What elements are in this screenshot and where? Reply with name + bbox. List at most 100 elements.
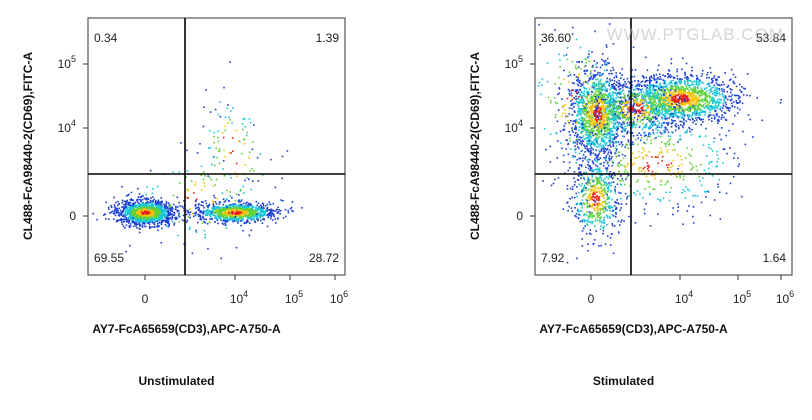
event-dot bbox=[701, 98, 704, 101]
event-dot bbox=[593, 109, 595, 112]
event-dot bbox=[620, 108, 623, 111]
event-dot bbox=[210, 179, 212, 181]
event-dot bbox=[722, 81, 724, 83]
event-dot bbox=[221, 222, 224, 225]
event-dot bbox=[250, 219, 253, 221]
event-dot bbox=[603, 118, 605, 120]
event-dot bbox=[137, 203, 140, 206]
event-dot bbox=[150, 215, 152, 217]
event-dot bbox=[671, 116, 673, 118]
event-dot bbox=[243, 205, 246, 207]
event-dot bbox=[665, 99, 667, 101]
event-dot bbox=[609, 100, 611, 102]
event-dot bbox=[693, 103, 695, 106]
event-dot bbox=[247, 202, 250, 205]
event-dot bbox=[719, 89, 721, 91]
event-dot bbox=[124, 200, 127, 203]
event-dot bbox=[241, 152, 243, 155]
event-dot bbox=[671, 119, 673, 121]
event-dot bbox=[588, 53, 590, 55]
event-dot bbox=[673, 101, 676, 103]
event-dot bbox=[163, 217, 166, 219]
event-dot bbox=[130, 191, 133, 194]
event-dot bbox=[602, 127, 604, 130]
event-dot bbox=[215, 203, 218, 205]
event-dot bbox=[582, 99, 585, 101]
event-dot bbox=[600, 86, 603, 89]
event-dot bbox=[676, 82, 678, 84]
event-dot bbox=[613, 82, 615, 85]
event-dot bbox=[670, 107, 672, 109]
event-dot bbox=[148, 207, 150, 209]
event-dot bbox=[609, 111, 611, 113]
event-dot bbox=[576, 92, 579, 95]
event-dot bbox=[701, 73, 704, 75]
event-dot bbox=[136, 207, 139, 210]
event-dot bbox=[581, 142, 584, 144]
event-dot bbox=[233, 209, 235, 211]
event-dot bbox=[267, 216, 269, 219]
event-dot bbox=[712, 86, 714, 89]
event-dot bbox=[607, 112, 610, 114]
event-dot bbox=[142, 215, 144, 218]
event-dot bbox=[140, 200, 142, 202]
event-dot bbox=[132, 204, 134, 207]
event-dot bbox=[686, 96, 688, 98]
event-dot bbox=[164, 215, 166, 217]
event-dot bbox=[212, 201, 215, 204]
event-dot bbox=[226, 107, 228, 110]
event-dot bbox=[609, 136, 611, 139]
event-dot bbox=[607, 144, 609, 147]
event-dot bbox=[606, 112, 608, 115]
event-dot bbox=[700, 99, 703, 101]
event-dot bbox=[584, 72, 586, 75]
event-dot bbox=[167, 225, 170, 228]
event-dot bbox=[691, 83, 694, 86]
event-dot bbox=[246, 201, 248, 204]
event-dot bbox=[248, 214, 251, 217]
event-dot bbox=[227, 122, 229, 124]
event-dot bbox=[593, 82, 595, 85]
event-dot bbox=[207, 206, 209, 209]
event-dot bbox=[679, 90, 682, 92]
event-dot bbox=[656, 113, 659, 115]
event-dot bbox=[266, 203, 269, 206]
event-dot bbox=[232, 203, 235, 205]
event-dot bbox=[690, 101, 692, 103]
event-dot bbox=[744, 88, 746, 90]
event-dot bbox=[209, 111, 212, 113]
event-dot bbox=[157, 214, 160, 216]
event-dot bbox=[584, 128, 586, 130]
event-dot bbox=[587, 91, 590, 93]
event-dot bbox=[579, 109, 582, 112]
event-dot bbox=[588, 137, 591, 140]
event-dot bbox=[688, 79, 691, 82]
event-dot bbox=[241, 209, 244, 211]
event-dot bbox=[612, 95, 615, 97]
event-dot bbox=[139, 228, 141, 230]
event-dot bbox=[689, 93, 691, 96]
event-dot bbox=[603, 96, 606, 98]
event-dot bbox=[601, 123, 603, 126]
event-dot bbox=[205, 210, 207, 212]
event-dot bbox=[586, 142, 588, 145]
event-dot bbox=[669, 81, 671, 84]
event-dot bbox=[676, 98, 679, 101]
event-dot bbox=[167, 218, 170, 220]
event-dot bbox=[236, 211, 238, 214]
event-dot bbox=[153, 222, 155, 225]
event-dot bbox=[261, 222, 264, 225]
event-dot bbox=[599, 90, 601, 93]
event-dot bbox=[680, 80, 682, 82]
event-dot bbox=[741, 102, 744, 105]
event-dot bbox=[571, 107, 573, 110]
event-dot bbox=[612, 104, 615, 106]
event-dot bbox=[149, 200, 152, 202]
event-dot bbox=[611, 87, 614, 89]
event-dot bbox=[710, 71, 712, 74]
event-dot bbox=[574, 127, 576, 129]
event-dot bbox=[725, 105, 727, 108]
event-dot bbox=[602, 100, 605, 103]
event-dot bbox=[710, 78, 713, 81]
event-dot bbox=[250, 208, 253, 210]
